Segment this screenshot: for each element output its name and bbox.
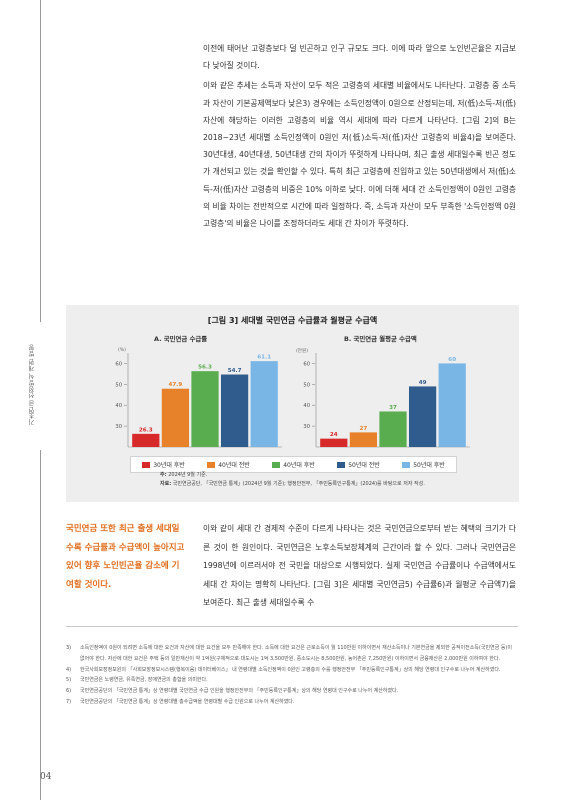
panel-b-bar: [349, 432, 378, 447]
footnote-divider: [66, 626, 518, 627]
panel-b-data-label: 60: [448, 357, 456, 363]
figure-title: [그림 3] 세대별 국민연금 수급률과 월평균 수급액: [207, 316, 378, 325]
panel-a-bar: [132, 433, 160, 447]
panel-a-y-tick-label: 50: [115, 382, 122, 388]
side-rule-bottom: [40, 450, 41, 800]
panel-a-data-label: 54.7: [228, 368, 242, 374]
legend-swatch: [272, 461, 281, 468]
panel-a-bar: [191, 371, 219, 447]
panel-b-bar: [379, 411, 407, 447]
legend-item: 40년대 전반: [207, 460, 250, 469]
panel-a-chart: 30 40 50 60 26.3 47.9 56.3 54.7 61.1: [115, 353, 282, 448]
panel-b-data-label: 49: [419, 380, 427, 386]
footnote: 3) 소득인정액이 0원이 되려면 소득에 대한 요건과 자산에 대한 요건을 모…: [66, 645, 512, 662]
chart-legend: 30년대 후반 40년대 전반 40년대 후반 50년대 전반 50년대 후반: [130, 456, 457, 473]
footnotes: 3) 소득인정액이 0원이 되려면 소득에 대한 요건과 자산에 대한 요건을 모…: [66, 643, 518, 708]
legend-swatch: [207, 461, 216, 468]
figure-source: 자료: 국민연금공단, 「국민연금 통계」(2024년 9월 기준); 행정안전…: [160, 481, 425, 487]
panel-a-title: A. 국민연금 수급률: [154, 335, 208, 343]
panel-b-bar: [438, 363, 466, 447]
legend-item: 50년대 후반: [402, 460, 445, 469]
legend-label: 40년대 전반: [218, 462, 250, 469]
legend-item: 50년대 전반: [337, 460, 380, 469]
footnote: 6) 국민연금공단의 「국민연금 통계」상 연령대별 국민연금 수급 인원을 행정…: [66, 688, 399, 695]
panel-b-bar: [320, 438, 348, 447]
legend-label: 40년대 후반: [283, 462, 315, 469]
legend-label: 50년대 전반: [348, 462, 380, 469]
body-paragraph: 이와 같은 추세는 소득과 자산이 모두 적은 고령층의 세대별 비율에서도 나…: [203, 81, 516, 229]
body-paragraph: 이전에 태어난 고령층보다 덜 빈곤하고 인구 규모도 크다. 이에 따라 앞으…: [203, 44, 516, 71]
panel-b-bar: [408, 386, 437, 447]
legend-swatch: [337, 461, 346, 468]
panel-b-data-label: 27: [360, 426, 368, 432]
panel-a-data-label: 56.3: [198, 365, 212, 371]
panel-a-y-tick-label: 60: [115, 361, 122, 367]
footnote: 7) 국민연금공단의 「국민연금 통계」상 연령대별 총수급액을 연령대별 수급 …: [66, 698, 295, 705]
panel-b-y-tick-label: 30: [303, 424, 310, 430]
panel-a-bar: [250, 361, 278, 447]
legend-label: 30년대 후반: [153, 462, 185, 469]
panel-b-y-tick-label: 60: [303, 361, 310, 367]
running-title: 기초연금 선정방식 개편 방향: [29, 344, 36, 426]
legend-item: 40년대 후반: [272, 460, 315, 469]
panel-b-data-label: 37: [389, 405, 397, 411]
panel-a-unit: (%): [118, 348, 126, 353]
panel-b-y-tick-label: 40: [303, 403, 310, 409]
panel-b-chart: 30 40 50 60 24 27 37 49 60: [303, 353, 470, 448]
figure-box: [그림 3] 세대별 국민연금 수급률과 월평균 수급액 A. 국민연금 수급률…: [66, 305, 519, 502]
panel-a-data-label: 61.1: [257, 355, 271, 361]
figure-note: 주: 2024년 9월 기준.: [160, 472, 208, 478]
figure-notes: 주: 2024년 9월 기준. 자료: 국민연금공단, 「국민연금 통계」(20…: [160, 471, 450, 489]
legend-label: 50년대 후반: [413, 462, 445, 469]
legend-item: 30년대 후반: [142, 460, 185, 469]
panel-b-data-label: 24: [330, 432, 338, 438]
panel-b-unit: (만원): [296, 349, 309, 354]
panel-a-bar: [161, 388, 190, 447]
footnote: 5) 국민연금은 노령연금, 유족연금, 장애연금의 총합을 의미한다.: [66, 677, 208, 684]
panel-a-data-label: 26.3: [139, 427, 153, 433]
panel-a-y-tick-label: 30: [115, 424, 122, 430]
panel-a-data-label: 47.9: [168, 382, 182, 388]
side-rule-top: [40, 0, 41, 322]
page-number: 04: [40, 772, 52, 782]
panel-a-y-tick-label: 40: [115, 403, 122, 409]
body-text: 이전에 태어난 고령층보다 덜 빈곤하고 인구 규모도 크다. 이에 따라 앞으…: [203, 40, 516, 235]
legend-swatch: [402, 461, 411, 468]
callout-text: 국민연금 또한 최근 출생 세대일수록 수급률과 수급액이 높아지고 있어 향후…: [66, 524, 185, 590]
panel-a-bar: [220, 374, 249, 447]
footnote: 4) 한국사회보장정보원의 「사회보장정보시스템(행복이음) 데이터베이스」 내 …: [66, 666, 501, 673]
lower-body-text: 이와 같이 세대 간 경제적 수준이 다르게 나타나는 것은 국민연금으로부터 …: [203, 524, 516, 608]
legend-swatch: [142, 461, 151, 468]
panel-b-y-tick-label: 50: [303, 382, 310, 388]
panel-b-title: B. 국민연금 월평균 수급액: [344, 335, 417, 343]
